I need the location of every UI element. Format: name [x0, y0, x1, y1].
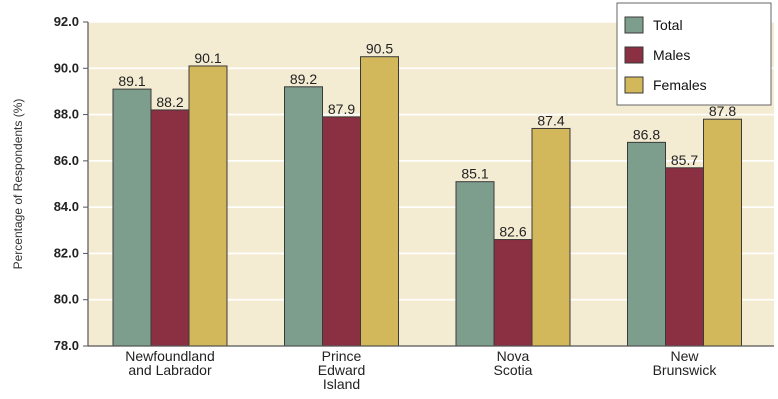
- category-label-0-line-1: and Labrador: [128, 362, 212, 378]
- y-tick-label: 82.0: [54, 245, 79, 260]
- category-label-3-line-0: New: [670, 348, 699, 364]
- legend-label-total: Total: [653, 17, 683, 33]
- data-label-females-3: 87.8: [709, 103, 736, 119]
- y-tick-label: 84.0: [54, 199, 79, 214]
- y-tick-label: 86.0: [54, 153, 79, 168]
- category-label-1-line-0: Prince: [322, 348, 362, 364]
- category-label-2-line-1: Scotia: [494, 362, 533, 378]
- bar-total-2: [455, 181, 495, 347]
- bar-females-0: [188, 65, 228, 347]
- category-label-0-line-0: Newfoundland: [125, 348, 215, 364]
- data-label-total-0: 89.1: [118, 73, 145, 89]
- data-label-males-2: 82.6: [499, 224, 526, 240]
- y-tick-label: 90.0: [54, 60, 79, 75]
- bar-total-0: [112, 88, 152, 347]
- data-label-females-0: 90.1: [194, 50, 221, 66]
- bar-males-3: [665, 167, 704, 347]
- data-label-females-2: 87.4: [537, 112, 564, 128]
- legend-label-females: Females: [653, 77, 707, 93]
- y-tick-label: 78.0: [54, 338, 79, 353]
- bar-females-2: [531, 127, 571, 347]
- bar-males-1: [322, 116, 361, 347]
- y-tick-label: 88.0: [54, 107, 79, 122]
- axes: [87, 22, 774, 347]
- category-label-3-line-1: Brunswick: [653, 362, 718, 378]
- bar-females-1: [360, 56, 399, 347]
- category-label-1-line-1: Edward: [318, 362, 365, 378]
- data-label-males-1: 87.9: [328, 101, 355, 117]
- y-axis-ticks: 78.0 80.0 82.0 84.0 86.0 88.0 90.0 92.0: [54, 14, 88, 353]
- bar-males-0: [150, 109, 190, 347]
- data-label-total-3: 86.8: [633, 126, 660, 142]
- y-tick-label: 92.0: [54, 14, 79, 29]
- category-label-2-line-0: Nova: [497, 348, 530, 364]
- y-axis-title: Percentage of Respondents (%): [11, 99, 25, 270]
- data-labels: 89.1 89.2 85.1 86.8 88.2 87.9 82.6 85.7 90.1 90.5…: [118, 41, 736, 240]
- bar-total-3: [627, 141, 666, 347]
- legend-swatch-total: [624, 16, 644, 34]
- data-label-males-3: 85.7: [671, 152, 698, 168]
- legend-label-males: Males: [653, 47, 690, 63]
- data-label-females-1: 90.5: [366, 41, 393, 57]
- legend-swatch-females: [624, 76, 644, 94]
- y-tick-label: 80.0: [54, 292, 79, 307]
- legend-swatch-males: [624, 46, 644, 64]
- legend: Total Males Females: [616, 2, 772, 106]
- data-label-males-0: 88.2: [156, 94, 183, 110]
- data-label-total-2: 85.1: [461, 166, 488, 182]
- category-label-1-line-2: Island: [323, 376, 360, 392]
- bars: [112, 56, 742, 347]
- bar-males-2: [493, 239, 533, 347]
- data-label-total-1: 89.2: [290, 71, 317, 87]
- bar-total-1: [284, 86, 323, 347]
- bar-females-3: [703, 118, 742, 347]
